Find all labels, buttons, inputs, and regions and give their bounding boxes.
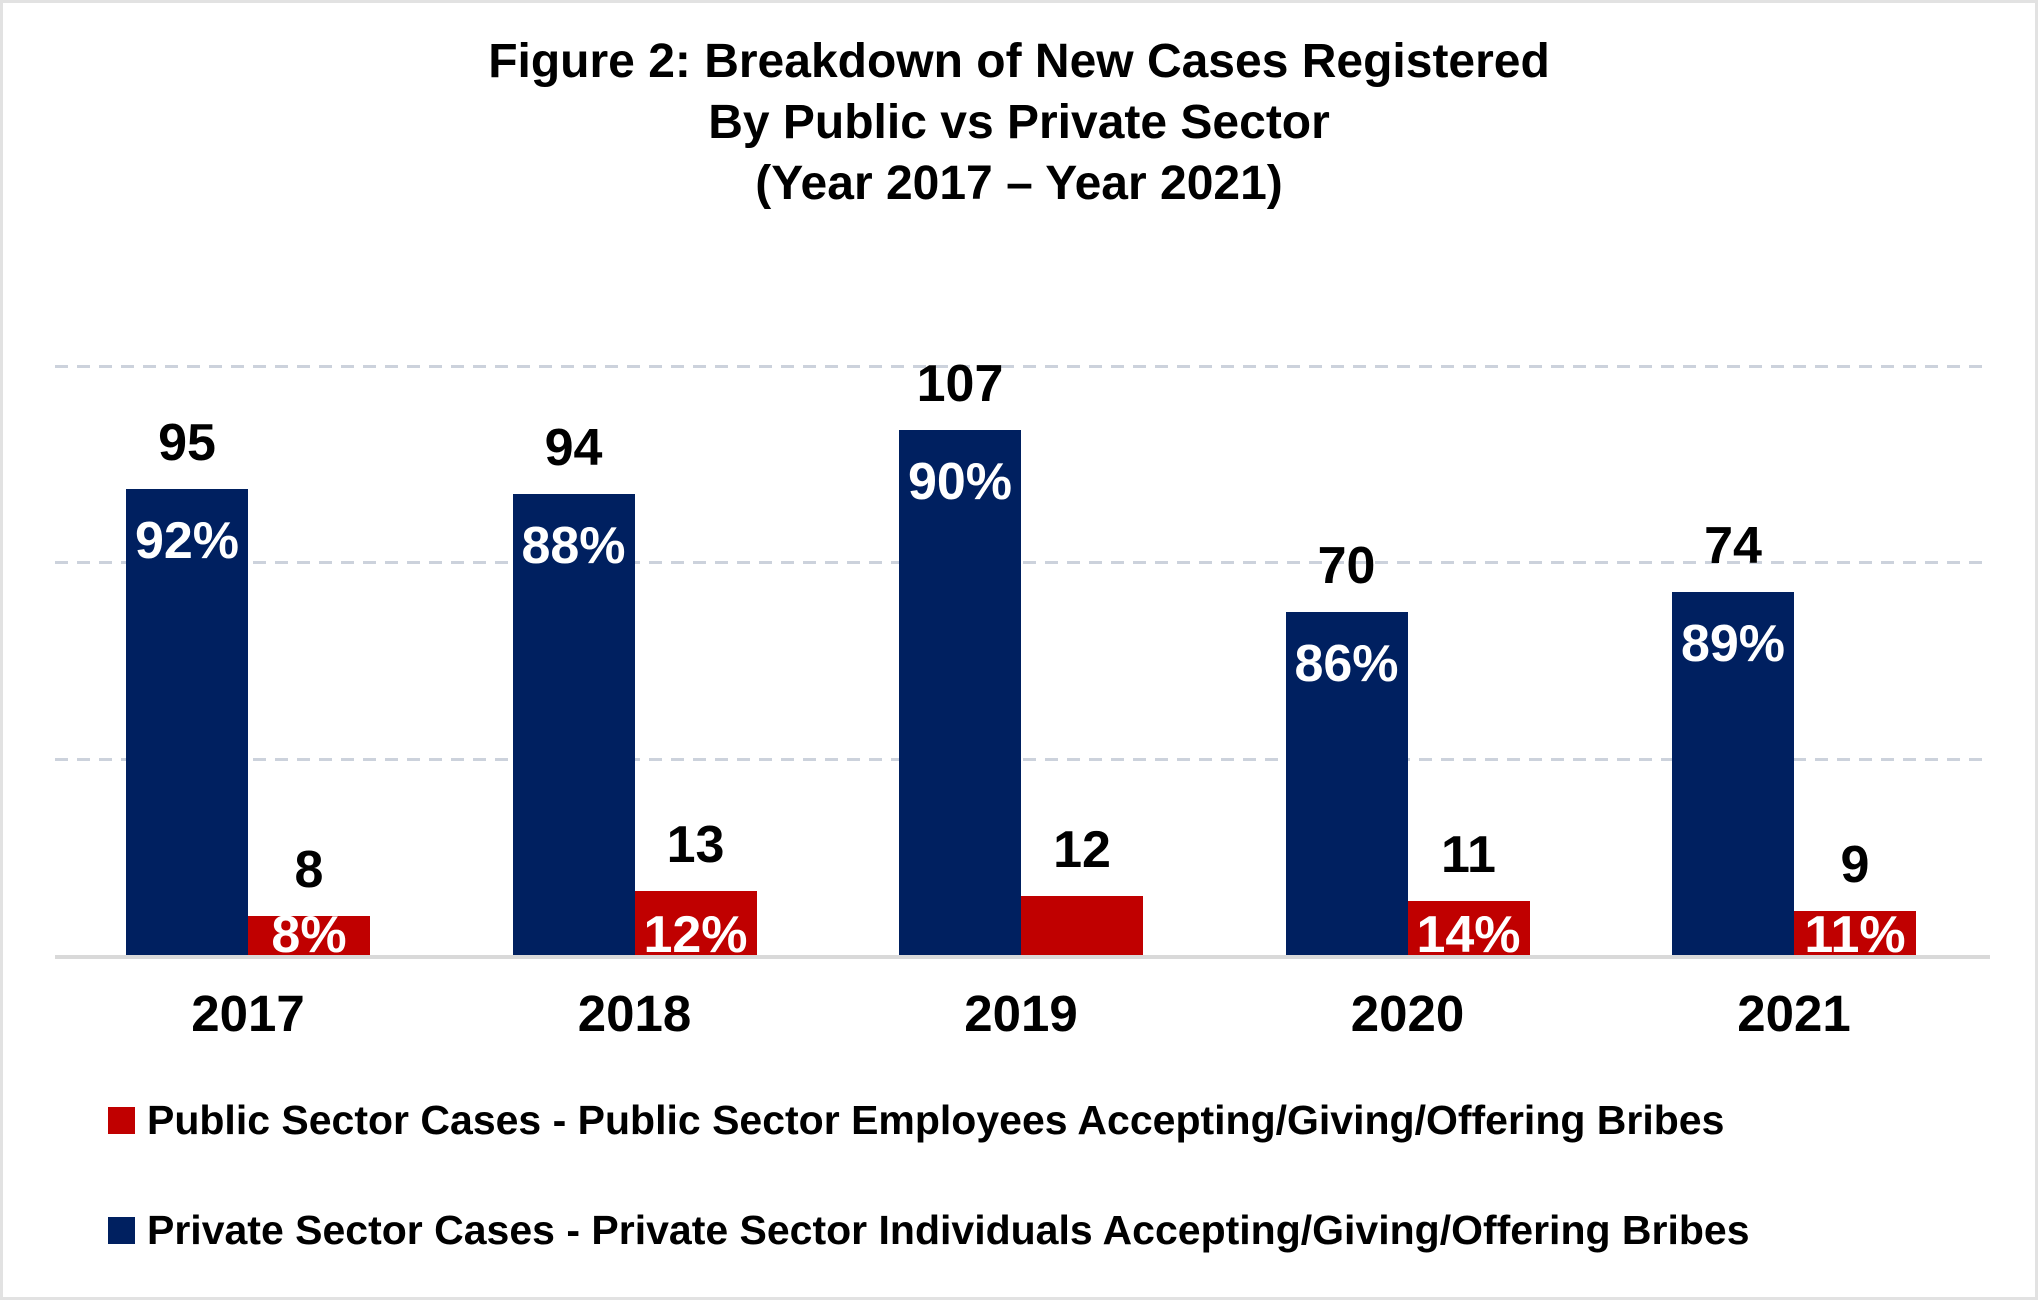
private-percent-label-2018: 88% — [521, 517, 626, 575]
private-bar-2020 — [1285, 612, 1408, 955]
chart-title-line-3: (Year 2017 – Year 2021) — [755, 157, 1283, 210]
plot-area: 95 92% 8 8% 2017 94 88% 13 12% 2018 107 90% 12 2019 70… — [3, 3, 2035, 1297]
public-bar-2017 — [248, 916, 370, 955]
legend-item-private-sector: Private Sector Cases - Private Sector In… — [108, 1206, 1750, 1254]
legend-swatch-public-icon — [108, 1106, 135, 1134]
private-percent-label-2020: 86% — [1294, 635, 1399, 693]
legend-swatch-private-icon — [108, 1216, 135, 1244]
public-count-label-2018: 13 — [666, 816, 725, 874]
public-bar-2020 — [1407, 901, 1530, 955]
private-count-label-2018: 94 — [544, 419, 603, 477]
public-count-label-2017: 8 — [294, 841, 324, 899]
public-bar-2019 — [1021, 896, 1143, 955]
private-bar-2021 — [1672, 592, 1794, 955]
public-percent-label-2021: 11% — [1804, 906, 1906, 964]
legend-label-public: Public Sector Cases - Public Sector Empl… — [147, 1096, 1725, 1143]
public-bar-2018 — [634, 891, 757, 955]
legend-item-public-sector: Public Sector Cases - Public Sector Empl… — [108, 1096, 1724, 1144]
private-percent-label-2021: 89% — [1680, 615, 1786, 673]
private-count-label-2020: 70 — [1317, 537, 1376, 595]
private-count-label-2021: 74 — [1704, 517, 1762, 575]
x-axis-line — [55, 955, 1990, 959]
legend-label-private: Private Sector Cases - Private Sector In… — [147, 1206, 1750, 1253]
chart-title: Figure 2: Breakdown of New Cases Registe… — [3, 31, 2035, 214]
public-percent-label-2020: 14% — [1416, 906, 1521, 964]
public-percent-label-2018: 12% — [643, 906, 748, 964]
public-percent-label-2017: 8% — [271, 906, 347, 964]
gridline-y-80 — [55, 561, 1990, 564]
public-count-label-2019: 12 — [1053, 821, 1111, 879]
x-axis-label-2020: 2020 — [1350, 985, 1465, 1042]
chart-title-line-2: By Public vs Private Sector — [708, 96, 1330, 149]
private-bar-2018 — [512, 494, 635, 955]
private-percent-label-2019: 90% — [907, 453, 1013, 511]
private-percent-label-2017: 92% — [134, 512, 240, 570]
private-count-label-2019: 107 — [916, 355, 1004, 413]
x-axis-label-2021: 2021 — [1737, 985, 1851, 1042]
gridline-y-120 — [55, 365, 1990, 368]
gridline-y-40 — [55, 758, 1990, 761]
public-count-label-2020: 11 — [1441, 826, 1496, 884]
public-bar-2021 — [1794, 911, 1916, 955]
x-axis-label-2017: 2017 — [191, 985, 305, 1042]
x-axis-label-2018: 2018 — [577, 985, 692, 1042]
private-bar-2019 — [899, 430, 1021, 955]
private-bar-2017 — [126, 489, 248, 955]
chart-title-line-1: Figure 2: Breakdown of New Cases Registe… — [488, 35, 1550, 88]
public-count-label-2021: 9 — [1840, 836, 1870, 894]
private-count-label-2017: 95 — [158, 414, 216, 472]
x-axis-label-2019: 2019 — [964, 985, 1078, 1042]
